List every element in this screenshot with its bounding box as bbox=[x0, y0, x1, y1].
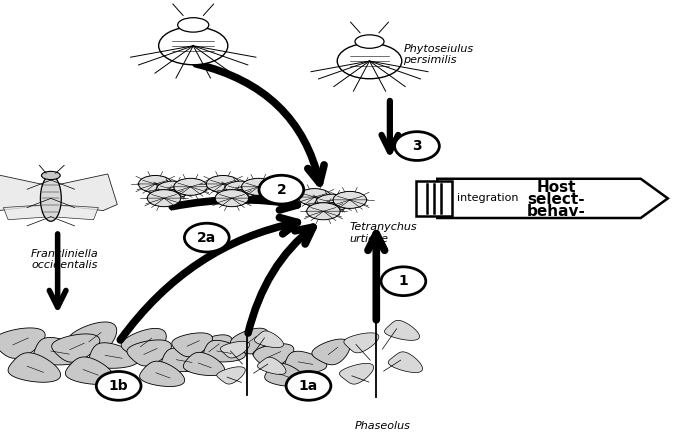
Ellipse shape bbox=[355, 35, 384, 48]
Polygon shape bbox=[437, 179, 668, 218]
Polygon shape bbox=[51, 204, 98, 220]
Polygon shape bbox=[217, 367, 245, 384]
Polygon shape bbox=[140, 361, 184, 386]
Polygon shape bbox=[3, 204, 51, 220]
Ellipse shape bbox=[333, 191, 367, 208]
Polygon shape bbox=[220, 341, 250, 358]
Circle shape bbox=[286, 371, 331, 400]
Text: Phytoseiulus
persimilis: Phytoseiulus persimilis bbox=[403, 44, 473, 65]
Text: Phaseolus: Phaseolus bbox=[355, 421, 411, 431]
Polygon shape bbox=[0, 328, 45, 358]
Circle shape bbox=[395, 132, 439, 160]
Polygon shape bbox=[344, 333, 379, 353]
Circle shape bbox=[381, 267, 426, 296]
Polygon shape bbox=[52, 334, 100, 362]
Polygon shape bbox=[191, 335, 233, 363]
Ellipse shape bbox=[156, 181, 190, 198]
Polygon shape bbox=[8, 353, 60, 382]
Polygon shape bbox=[65, 357, 114, 385]
Polygon shape bbox=[258, 357, 286, 375]
Polygon shape bbox=[285, 351, 327, 373]
Ellipse shape bbox=[206, 176, 240, 193]
Text: behav-: behav- bbox=[527, 204, 585, 219]
Ellipse shape bbox=[174, 178, 207, 195]
Polygon shape bbox=[34, 337, 87, 365]
Ellipse shape bbox=[178, 18, 209, 32]
Polygon shape bbox=[312, 339, 350, 365]
Circle shape bbox=[259, 175, 304, 204]
Polygon shape bbox=[183, 352, 224, 375]
Polygon shape bbox=[253, 344, 294, 368]
Text: Tetranychus
urticae: Tetranychus urticae bbox=[349, 222, 417, 244]
Polygon shape bbox=[264, 363, 306, 386]
Polygon shape bbox=[0, 174, 51, 211]
Text: integration: integration bbox=[457, 194, 519, 203]
Text: Frankliniella
occidentalis: Frankliniella occidentalis bbox=[31, 249, 98, 270]
FancyBboxPatch shape bbox=[416, 181, 452, 216]
Ellipse shape bbox=[298, 188, 332, 205]
Ellipse shape bbox=[241, 178, 275, 195]
Ellipse shape bbox=[215, 190, 249, 207]
Polygon shape bbox=[231, 328, 268, 354]
Polygon shape bbox=[254, 331, 283, 347]
Ellipse shape bbox=[41, 175, 61, 221]
Text: 1a: 1a bbox=[299, 379, 318, 393]
Ellipse shape bbox=[147, 190, 181, 207]
Ellipse shape bbox=[315, 194, 349, 211]
Polygon shape bbox=[121, 328, 166, 359]
Polygon shape bbox=[51, 174, 117, 211]
Polygon shape bbox=[203, 341, 245, 362]
Text: 1b: 1b bbox=[109, 379, 128, 393]
Ellipse shape bbox=[337, 43, 402, 79]
Polygon shape bbox=[127, 340, 172, 366]
Text: 2: 2 bbox=[277, 183, 286, 197]
Polygon shape bbox=[68, 322, 117, 355]
Ellipse shape bbox=[138, 176, 172, 193]
Text: select-: select- bbox=[527, 192, 584, 207]
Polygon shape bbox=[384, 320, 420, 341]
Text: 3: 3 bbox=[412, 139, 422, 153]
Polygon shape bbox=[161, 348, 207, 371]
Ellipse shape bbox=[306, 203, 340, 220]
Text: Host: Host bbox=[536, 180, 576, 195]
Polygon shape bbox=[340, 363, 374, 384]
Polygon shape bbox=[172, 333, 212, 357]
Polygon shape bbox=[89, 343, 139, 368]
Text: 1: 1 bbox=[399, 274, 408, 288]
Text: 2a: 2a bbox=[197, 231, 216, 245]
Ellipse shape bbox=[41, 171, 60, 180]
Circle shape bbox=[96, 371, 141, 400]
Ellipse shape bbox=[224, 181, 258, 198]
Polygon shape bbox=[388, 352, 422, 373]
Circle shape bbox=[184, 223, 229, 252]
Ellipse shape bbox=[159, 27, 228, 65]
